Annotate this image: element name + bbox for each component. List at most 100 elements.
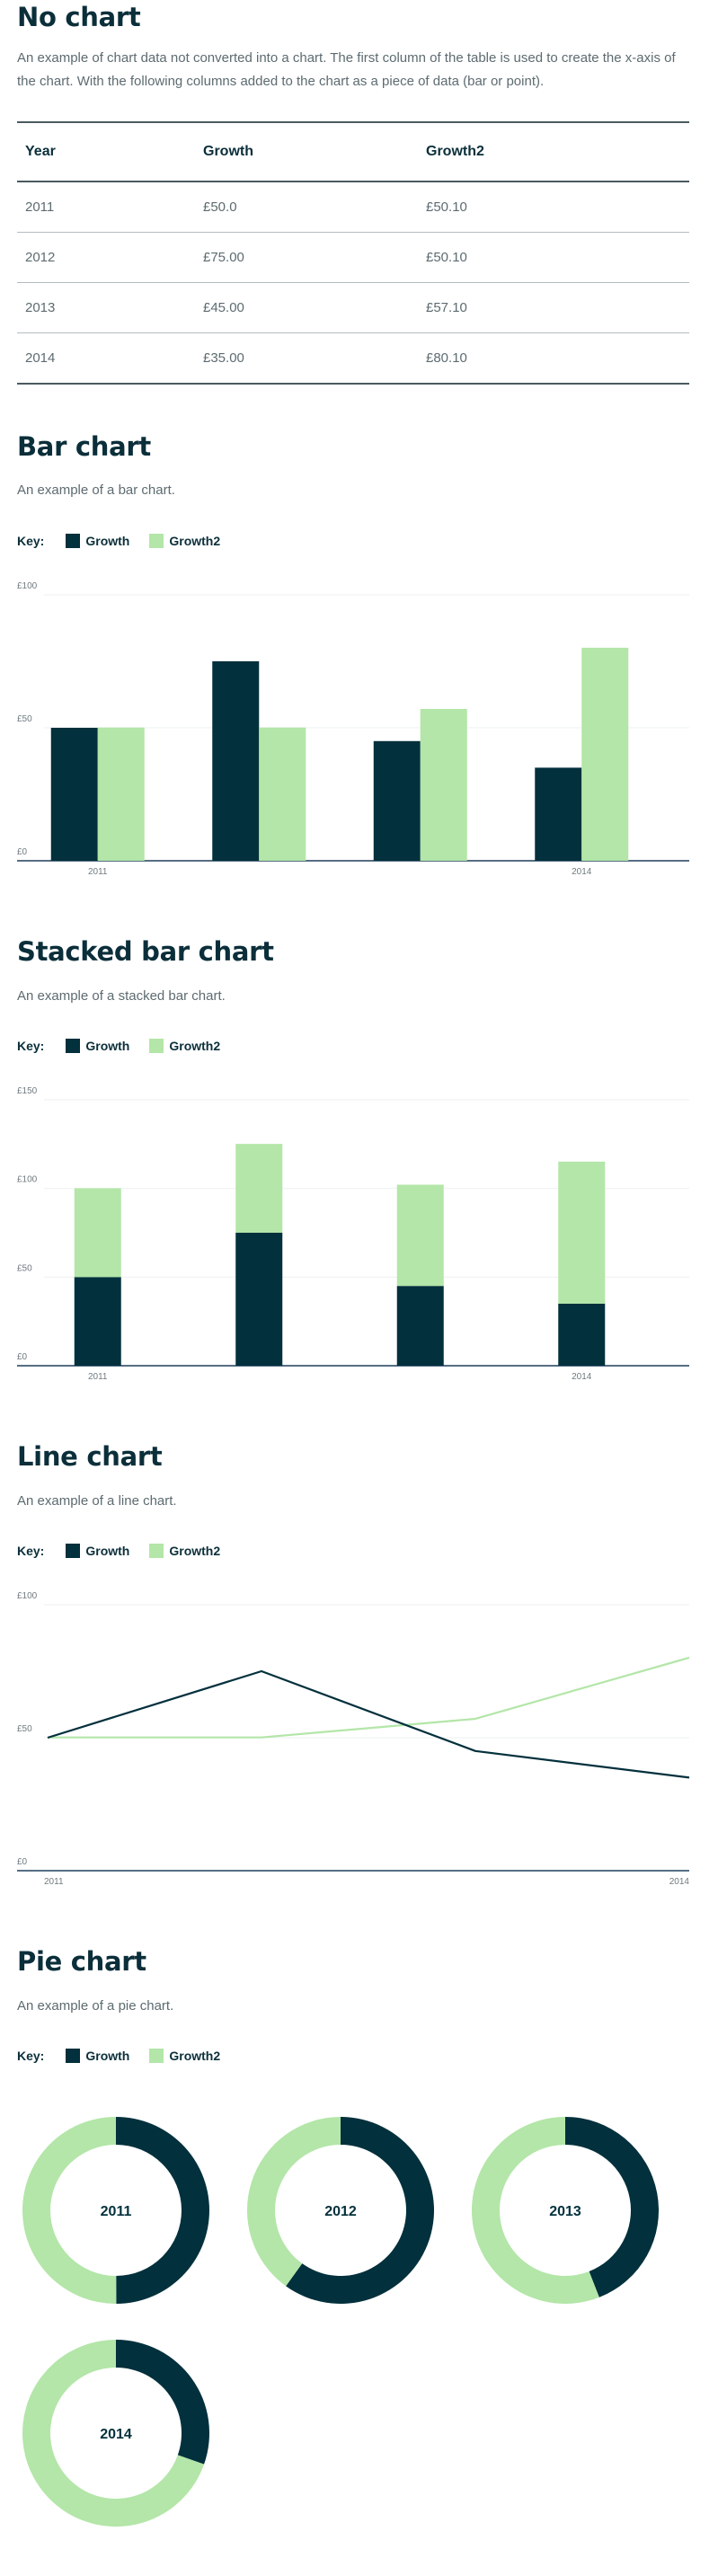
- stacked-chart-description: An example of a stacked bar chart.: [17, 988, 226, 1004]
- table-cell: £50.10: [418, 232, 689, 283]
- table-row: 2011 £50.0 £50.10: [17, 181, 689, 233]
- bar-growth-2014: [535, 767, 582, 861]
- y-tick-label: £50: [17, 1263, 32, 1273]
- table-cell: 2011: [17, 181, 195, 233]
- table-cell: 2014: [17, 332, 195, 385]
- x-tick-label: 2011: [88, 1372, 108, 1382]
- pie-slice-growth-2011: [116, 2117, 209, 2304]
- key-growth-label: Growth: [85, 534, 130, 548]
- growth2-swatch: [149, 1039, 164, 1053]
- pie-slice-growth-2014: [116, 2340, 209, 2465]
- table-cell: £50.0: [195, 181, 418, 233]
- y-tick-label: £50: [17, 714, 32, 724]
- pie-slice-growth2-2014: [22, 2340, 205, 2527]
- key-growth2-label: Growth2: [169, 1039, 221, 1053]
- key-item-growth: Growth: [66, 2049, 129, 2063]
- x-tick-label: 2014: [572, 867, 592, 877]
- key-label: Key:: [17, 1039, 45, 1053]
- bar-growth2-2012: [259, 727, 306, 861]
- bar-growth-2012: [212, 661, 260, 861]
- growth-swatch: [66, 1039, 81, 1053]
- x-tick-label: 2011: [44, 1877, 64, 1887]
- line-series-growth2: [48, 1656, 690, 1739]
- pie-center-label: 2012: [324, 2204, 357, 2219]
- y-tick-label: £150: [17, 1086, 38, 1096]
- bar-growth2-2011: [97, 727, 145, 861]
- pie-chart-title: Pie chart: [17, 1946, 146, 1977]
- pie-slice-growth2-2011: [22, 2117, 117, 2304]
- table-row: 2012 £75.00 £50.10: [17, 232, 689, 283]
- pie-center-label: 2013: [549, 2204, 581, 2219]
- bar-chart-key: Key: Growth Growth2: [17, 532, 240, 550]
- growth-swatch: [66, 1544, 81, 1558]
- key-item-growth: Growth: [66, 1544, 129, 1558]
- stacked-bar-growth-2014: [558, 1303, 606, 1366]
- table-cell: £35.00: [195, 332, 418, 385]
- key-growth2-label: Growth2: [169, 1544, 221, 1558]
- stacked-bar-growth2-2011: [74, 1188, 121, 1278]
- growth-swatch: [66, 534, 81, 548]
- stacked-bar-growth-2013: [396, 1286, 444, 1366]
- bar-growth-2013: [373, 740, 421, 861]
- stacked-chart-title: Stacked bar chart: [17, 936, 274, 967]
- stacked-bar-growth2-2013: [396, 1184, 444, 1287]
- bar-chart: £0 £50 £100 2011 2014: [17, 581, 689, 877]
- column-header-year: Year: [17, 121, 195, 182]
- key-item-growth: Growth: [66, 534, 129, 548]
- key-item-growth2: Growth2: [149, 534, 220, 548]
- table-row: 2014 £35.00 £80.10: [17, 332, 689, 385]
- bar-growth-2011: [50, 728, 98, 861]
- y-tick-label: £50: [17, 1724, 32, 1734]
- growth2-swatch: [149, 1544, 164, 1558]
- stacked-bar-chart: £0 £50 £100 £150 2011 2014: [17, 1086, 689, 1382]
- x-tick-label: 2014: [669, 1877, 690, 1887]
- stacked-bar-growth-2012: [235, 1233, 283, 1366]
- pie-center-label: 2011: [101, 2204, 132, 2219]
- stacked-bar-growth2-2014: [558, 1161, 606, 1304]
- key-growth-label: Growth: [85, 1039, 130, 1053]
- y-tick-label: £100: [17, 1591, 38, 1601]
- table-cell: 2012: [17, 232, 195, 283]
- growth2-swatch: [149, 534, 164, 548]
- key-item-growth: Growth: [66, 1039, 129, 1053]
- y-tick-label: £0: [17, 1857, 28, 1867]
- table-cell: £75.00: [195, 232, 418, 283]
- bar-growth2-2014: [581, 647, 629, 861]
- key-growth-label: Growth: [85, 1544, 130, 1558]
- stacked-bar-growth-2011: [74, 1277, 121, 1366]
- pie-slice-growth2-2013: [472, 2117, 599, 2304]
- growth-swatch: [66, 2049, 81, 2063]
- key-item-growth2: Growth2: [149, 1544, 220, 1558]
- y-tick-label: £100: [17, 1175, 38, 1185]
- no-chart-title: No chart: [17, 2, 141, 32]
- pie-slice-growth-2013: [565, 2117, 659, 2297]
- line-chart-title: Line chart: [17, 1441, 163, 1472]
- key-growth2-label: Growth2: [169, 534, 221, 548]
- pie-chart-description: An example of a pie chart.: [17, 1998, 174, 2014]
- key-item-growth2: Growth2: [149, 2049, 220, 2063]
- pie-slice-growth-2012: [286, 2117, 435, 2304]
- y-tick-label: £0: [17, 1352, 28, 1362]
- bar-chart-title: Bar chart: [17, 431, 151, 462]
- key-label: Key:: [17, 1544, 45, 1558]
- stacked-bar-growth2-2012: [235, 1144, 283, 1233]
- table-cell: £50.10: [418, 181, 689, 233]
- y-tick-label: £100: [17, 581, 38, 591]
- pie-chart-key: Key: Growth Growth2: [17, 2047, 240, 2065]
- data-table: Year Growth Growth2 2011 £50.0 £50.10 20…: [17, 121, 689, 385]
- key-item-growth2: Growth2: [149, 1039, 220, 1053]
- key-growth-label: Growth: [85, 2049, 130, 2063]
- pie-center-label: 2014: [100, 2427, 132, 2442]
- x-tick-label: 2011: [88, 867, 108, 877]
- table-header-row: Year Growth Growth2: [17, 121, 689, 182]
- key-label: Key:: [17, 2049, 45, 2063]
- column-header-growth: Growth: [195, 121, 418, 182]
- line-series-growth: [47, 1669, 690, 1779]
- growth2-swatch: [149, 2049, 164, 2063]
- line-chart-description: An example of a line chart.: [17, 1493, 177, 1509]
- x-tick-label: 2014: [572, 1372, 592, 1382]
- y-tick-label: £0: [17, 847, 28, 857]
- key-label: Key:: [17, 534, 45, 548]
- bar-chart-description: An example of a bar chart.: [17, 482, 175, 498]
- line-chart-key: Key: Growth Growth2: [17, 1542, 240, 1560]
